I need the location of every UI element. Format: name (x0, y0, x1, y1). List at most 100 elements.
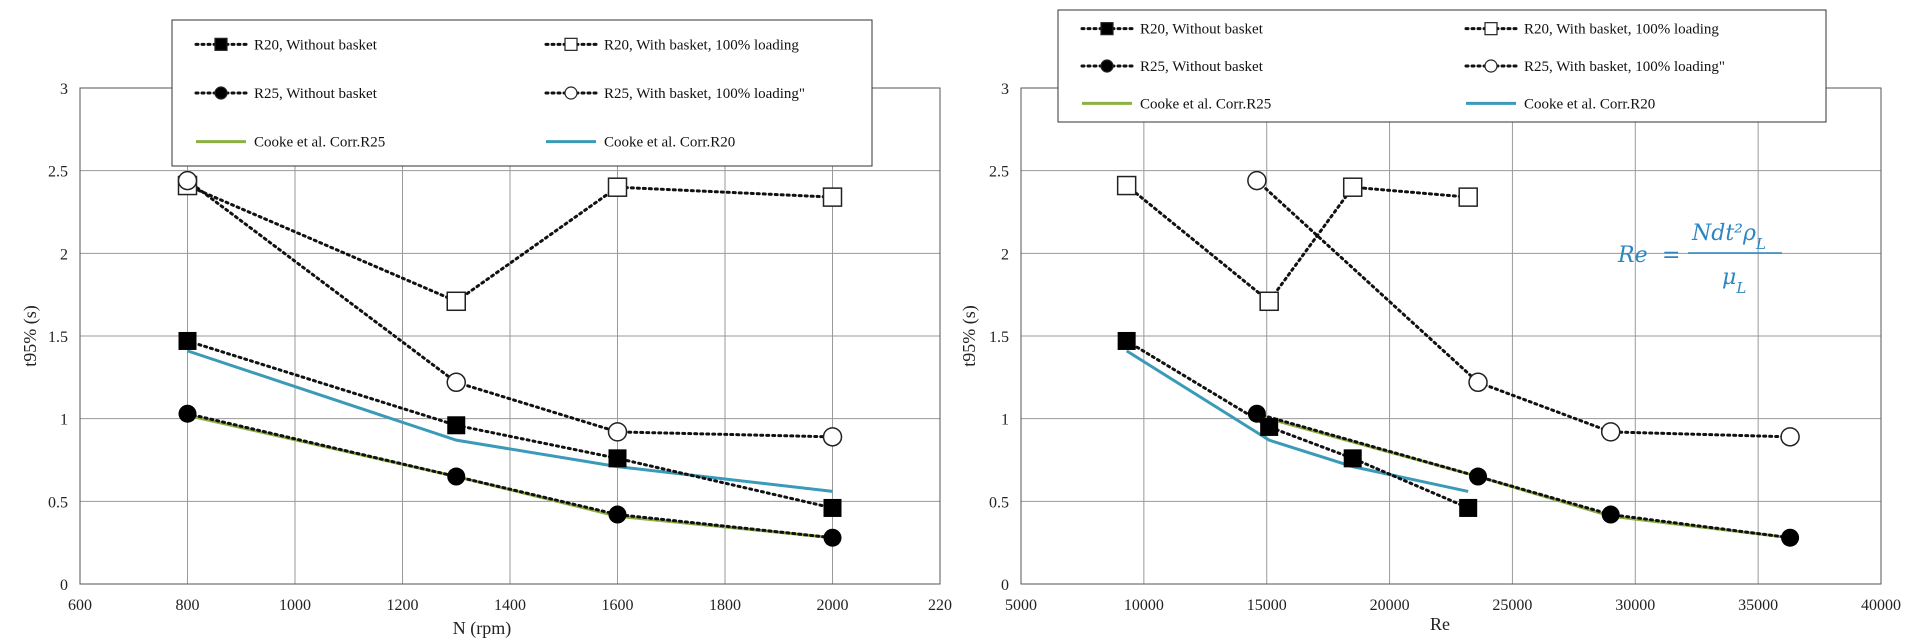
data-point (1117, 331, 1136, 350)
chart-left-tick-labels: 600 800 1000 1200 1400 1600 1800 2000 22000.511.… (48, 81, 952, 614)
legend-entry-label: Cooke et al. Corr.R25 (1140, 96, 1271, 112)
data-point (1247, 170, 1267, 191)
legend-entry-label: R20, With basket, 100% loading (604, 37, 799, 53)
y-tick-label: 1 (1001, 412, 1009, 429)
legend-marker (1484, 22, 1498, 36)
legend-entry-label: R20, Without basket (254, 37, 378, 53)
data-point (447, 416, 466, 435)
legend-marker-shape (1100, 59, 1114, 73)
x-tick-label: 1600 (602, 597, 634, 614)
legend-marker (564, 86, 578, 100)
legend-marker-shape (1484, 22, 1498, 36)
data-point (1468, 372, 1488, 393)
chart-left: 600 800 1000 1200 1400 1600 1800 2000 22000.511.… (20, 19, 952, 639)
y-tick-label: 2.5 (989, 164, 1009, 181)
legend-entry-label: R25, With basket, 100% loading" (604, 86, 805, 102)
legend-marker (1484, 59, 1498, 73)
series-line (1125, 184, 1470, 304)
data-point (1601, 505, 1620, 524)
y-tick-label: 0 (1001, 577, 1009, 594)
x-tick-label: 40000 (1861, 597, 1901, 614)
data-point (607, 422, 628, 442)
data-point (1458, 187, 1478, 207)
data-point (823, 498, 842, 517)
data-point (1459, 498, 1478, 517)
chart-right-y-axis-title: t95% (s) (959, 305, 980, 367)
reynolds-formula-annotation: Re = Ndt²ρL μL (1617, 221, 1782, 297)
legend-marker (214, 37, 228, 51)
legend-entry-label: R25, With basket, 100% loading" (1524, 59, 1725, 75)
chart-right-series (1116, 170, 1800, 547)
x-tick-label: 220 (928, 597, 952, 614)
x-tick-label: 2000 (817, 597, 849, 614)
x-tick-label: 25000 (1492, 597, 1532, 614)
data-point (1781, 528, 1800, 547)
y-tick-label: 3 (1001, 81, 1009, 98)
chart-right-x-axis-title: Re (1430, 614, 1450, 634)
legend-marker-shape (214, 37, 228, 51)
legend-marker (1100, 22, 1114, 36)
data-point (446, 372, 466, 393)
data-point (607, 177, 628, 197)
legend-box (1057, 9, 1827, 123)
y-tick-label: 2.5 (48, 164, 68, 181)
series-line (1255, 412, 1792, 540)
legend-marker-shape (1100, 22, 1114, 36)
data-point (1342, 177, 1363, 197)
x-tick-label: 1000 (279, 597, 311, 614)
x-tick-label: 800 (176, 597, 200, 614)
data-point (1780, 427, 1800, 447)
data-point (608, 449, 627, 468)
formula-denominator-sub: L (1735, 279, 1746, 297)
series-line (186, 184, 834, 303)
series-line (186, 339, 834, 510)
x-tick-label: 1200 (387, 597, 419, 614)
y-tick-label: 1.5 (989, 329, 1009, 346)
legend-entry-label: Cooke et al. Corr.R25 (254, 135, 385, 151)
x-tick-label: 600 (68, 597, 92, 614)
legend-entry-label: Cooke et al. Corr.R20 (1524, 96, 1655, 112)
legend-entry-label: R20, Without basket (1140, 22, 1264, 38)
legend-entry-label: R25, Without basket (254, 86, 378, 102)
y-tick-label: 2 (1001, 246, 1009, 263)
series-line (186, 412, 834, 540)
chart-left-x-axis-title: N (rpm) (453, 618, 511, 639)
chart-left-y-axis-title: t95% (s) (20, 305, 41, 367)
chart-right-legend: R20, Without basket R20, With basket, 100… (1057, 9, 1827, 123)
series-line (1125, 339, 1470, 510)
y-tick-label: 0 (60, 577, 68, 594)
chart-left-gridlines (79, 87, 940, 585)
y-tick-label: 0.5 (989, 494, 1009, 511)
x-tick-label: 10000 (1124, 597, 1164, 614)
legend-marker (214, 86, 228, 100)
legend-entry-label: R25, Without basket (1140, 59, 1264, 75)
x-tick-label: 35000 (1738, 597, 1778, 614)
chart-right-gridlines (1020, 87, 1882, 585)
legend-marker-shape (564, 37, 578, 51)
legend-marker-shape (564, 86, 578, 100)
legend-box (171, 19, 873, 167)
data-point (1343, 449, 1362, 468)
formula-numerator: Ndt²ρL (1691, 221, 1766, 253)
chart-right: 5000 10000 15000 20000 25000 30000 35000 40000 0… (959, 9, 1901, 634)
chart-left-series (177, 170, 843, 547)
y-tick-label: 1.5 (48, 329, 68, 346)
data-point (178, 331, 197, 350)
x-tick-label: 20000 (1370, 597, 1410, 614)
legend-marker (1100, 59, 1114, 73)
formula-lhs: Re (1617, 243, 1648, 268)
data-point (1469, 467, 1488, 486)
x-tick-label: 1800 (709, 597, 741, 614)
y-tick-label: 2 (60, 246, 68, 263)
data-point (1260, 417, 1279, 436)
data-point (1259, 291, 1279, 312)
data-point (178, 404, 197, 423)
data-point (822, 187, 843, 207)
chart-left-legend: R20, Without basket R20, With basket, 100… (171, 19, 873, 167)
x-tick-label: 30000 (1615, 597, 1655, 614)
legend-marker (564, 37, 578, 51)
data-point (608, 505, 627, 524)
series-line (187, 349, 833, 493)
data-point (822, 427, 843, 447)
legend-marker-shape (1484, 59, 1498, 73)
